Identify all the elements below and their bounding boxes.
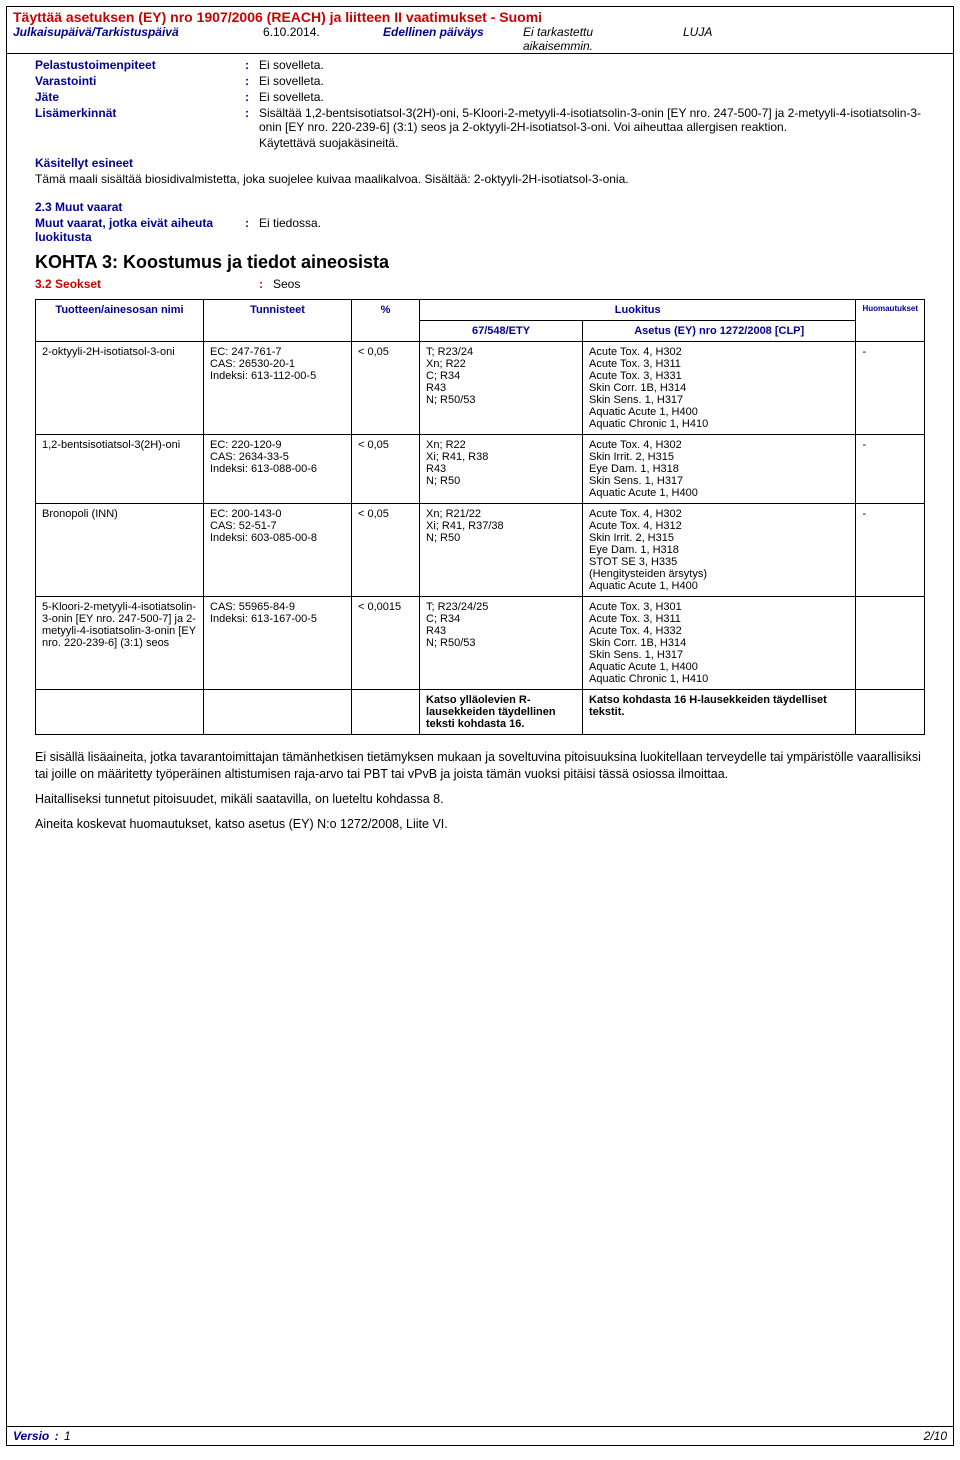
col-name-header: Tuotteen/ainesosan nimi — [36, 300, 204, 342]
col-pct-header: % — [352, 300, 420, 342]
cell-clp-footer: Katso kohdasta 16 H-lausekkeiden täydell… — [583, 690, 856, 735]
kv-value: Sisältää 1,2-bentsisotiatsol-3(2H)-oni, … — [259, 106, 925, 134]
cell-clp: Acute Tox. 4, H302 Acute Tox. 3, H311 Ac… — [583, 342, 856, 435]
col-clp-header: Asetus (EY) nro 1272/2008 [CLP] — [583, 321, 856, 342]
cell-name: 1,2-bentsisotiatsol-3(2H)-oni — [36, 435, 204, 504]
regulation-header: Täyttää asetuksen (EY) nro 1907/2006 (RE… — [7, 7, 953, 25]
cell-clp: Acute Tox. 4, H302 Acute Tox. 4, H312 Sk… — [583, 504, 856, 597]
version-value: 1 — [64, 1429, 71, 1443]
header-meta-line: Julkaisupäivä/Tarkistuspäivä 6.10.2014. … — [7, 25, 953, 54]
kv-label: Varastointi — [35, 74, 245, 88]
table-footer-row: Katso ylläolevien R-lausekkeiden täydell… — [36, 690, 925, 735]
s23-sub-label: Muut vaarat, jotka eivät aiheuta luokitu… — [35, 216, 245, 244]
prev-date-label: Edellinen päiväys — [383, 25, 523, 53]
meta-date-value: 6.10.2014. — [263, 25, 383, 53]
cell-name: 2-oktyyli-2H-isotiatsol-3-oni — [36, 342, 204, 435]
cell-ident: EC: 200-143-0 CAS: 52-51-7 Indeksi: 603-… — [204, 504, 352, 597]
kasitellyt-text: Tämä maali sisältää biosidivalmistetta, … — [35, 172, 925, 186]
cell-675: T; R23/24/25 C; R34 R43 N; R50/53 — [420, 597, 583, 690]
cell-name: 5-Kloori-2-metyyli-4-isotiatsolin-3-onin… — [36, 597, 204, 690]
kv-colon: : — [259, 277, 273, 291]
cell-pct: < 0,05 — [352, 342, 420, 435]
prev-line2: aikaisemmin. — [523, 39, 593, 53]
cell-empty — [36, 690, 204, 735]
kv-colon: : — [245, 216, 259, 244]
table-header-row-1: Tuotteen/ainesosan nimi Tunnisteet % Luo… — [36, 300, 925, 321]
page-footer: Versio : 1 2/10 — [7, 1426, 953, 1445]
kv-row: Käytettävä suojakäsineitä. — [35, 136, 925, 150]
table-row: 1,2-bentsisotiatsol-3(2H)-oni EC: 220-12… — [36, 435, 925, 504]
kasitellyt-label: Käsitellyt esineet — [35, 156, 925, 170]
cell-empty — [204, 690, 352, 735]
note-p1: Ei sisällä lisäaineita, jotka tavarantoi… — [35, 749, 925, 783]
cell-clp: Acute Tox. 4, H302 Skin Irrit. 2, H315 E… — [583, 435, 856, 504]
col-ident-header: Tunnisteet — [204, 300, 352, 342]
col-notes-header: Huomautukset — [856, 300, 925, 342]
cell-note: - — [856, 342, 925, 435]
s23-value: Ei tiedossa. — [259, 216, 925, 244]
kv-label — [35, 136, 245, 150]
ingredients-table: Tuotteen/ainesosan nimi Tunnisteet % Luo… — [35, 299, 925, 735]
table-row: 2-oktyyli-2H-isotiatsol-3-oni EC: 247-76… — [36, 342, 925, 435]
cell-empty — [352, 690, 420, 735]
prev-date-value: Ei tarkastettu aikaisemmin. — [523, 25, 683, 53]
col-luokitus-header: Luokitus — [420, 300, 856, 321]
version-label: Versio — [13, 1429, 49, 1443]
prev-line1: Ei tarkastettu — [523, 25, 593, 39]
kv-colon — [245, 136, 259, 150]
cell-ident: EC: 220-120-9 CAS: 2634-33-5 Indeksi: 61… — [204, 435, 352, 504]
cell-pct: < 0,05 — [352, 435, 420, 504]
kv-row: Jäte : Ei sovelleta. — [35, 90, 925, 104]
note-p2: Haitalliseksi tunnetut pitoisuudet, mikä… — [35, 791, 925, 808]
kv-value: Ei sovelleta. — [259, 90, 925, 104]
kv-row: Muut vaarat, jotka eivät aiheuta luokitu… — [35, 216, 925, 244]
cell-pct: < 0,05 — [352, 504, 420, 597]
cell-ident: EC: 247-761-7 CAS: 26530-20-1 Indeksi: 6… — [204, 342, 352, 435]
cell-ident: CAS: 55965-84-9 Indeksi: 613-167-00-5 — [204, 597, 352, 690]
cell-name: Bronopoli (INN) — [36, 504, 204, 597]
cell-pct: < 0,0015 — [352, 597, 420, 690]
cell-clp: Acute Tox. 3, H301 Acute Tox. 3, H311 Ac… — [583, 597, 856, 690]
kv-colon: : — [245, 106, 259, 134]
s32-value: Seos — [273, 277, 300, 291]
kv-colon: : — [245, 74, 259, 88]
version-colon: : — [55, 1429, 59, 1443]
cell-note — [856, 597, 925, 690]
s23-heading: 2.3 Muut vaarat — [35, 200, 925, 214]
footer-notes: Ei sisällä lisäaineita, jotka tavarantoi… — [35, 749, 925, 833]
kv-value: Ei sovelleta. — [259, 74, 925, 88]
cell-675-footer: Katso ylläolevien R-lausekkeiden täydell… — [420, 690, 583, 735]
kv-label: Jäte — [35, 90, 245, 104]
kv-value: Ei sovelleta. — [259, 58, 925, 72]
cell-note: - — [856, 504, 925, 597]
kv-row: Varastointi : Ei sovelleta. — [35, 74, 925, 88]
cell-675: Xn; R22 Xi; R41, R38 R43 N; R50 — [420, 435, 583, 504]
table-row: Bronopoli (INN) EC: 200-143-0 CAS: 52-51… — [36, 504, 925, 597]
table-row: 5-Kloori-2-metyyli-4-isotiatsolin-3-onin… — [36, 597, 925, 690]
note-p3: Aineita koskevat huomautukset, katso ase… — [35, 816, 925, 833]
col-675-header: 67/548/ETY — [420, 321, 583, 342]
kv-colon: : — [245, 90, 259, 104]
kv-label: Pelastustoimenpiteet — [35, 58, 245, 72]
page-number: 2/10 — [924, 1429, 947, 1443]
cell-675: Xn; R21/22 Xi; R41, R37/38 N; R50 — [420, 504, 583, 597]
kv-label: Lisämerkinnät — [35, 106, 245, 134]
cell-note: - — [856, 435, 925, 504]
brand-name: LUJA — [683, 25, 712, 53]
meta-date-label: Julkaisupäivä/Tarkistuspäivä — [13, 25, 263, 53]
version-block: Versio : 1 — [13, 1429, 71, 1443]
page: Täyttää asetuksen (EY) nro 1907/2006 (RE… — [6, 6, 954, 1446]
kv-colon: : — [245, 58, 259, 72]
kv-value: Käytettävä suojakäsineitä. — [259, 136, 925, 150]
content-body: Pelastustoimenpiteet : Ei sovelleta. Var… — [7, 54, 953, 845]
section3-title: KOHTA 3: Koostumus ja tiedot aineosista — [35, 252, 925, 273]
cell-675: T; R23/24 Xn; R22 C; R34 R43 N; R50/53 — [420, 342, 583, 435]
s32-row: 3.2 Seokset : Seos — [35, 277, 925, 291]
kv-row: Lisämerkinnät : Sisältää 1,2-bentsisotia… — [35, 106, 925, 134]
s32-label: 3.2 Seokset — [35, 277, 259, 291]
kv-row: Pelastustoimenpiteet : Ei sovelleta. — [35, 58, 925, 72]
cell-empty — [856, 690, 925, 735]
